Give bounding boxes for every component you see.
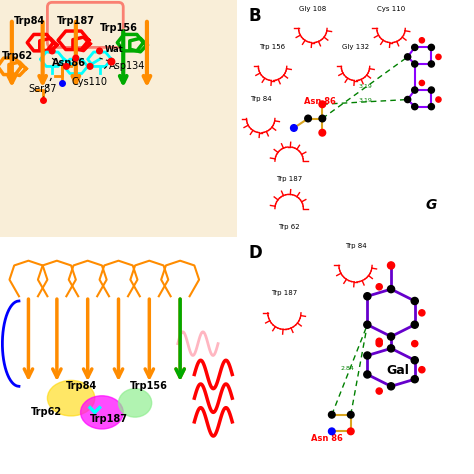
Text: Trp 156: Trp 156 [259, 44, 286, 50]
Text: Trp 187: Trp 187 [276, 176, 302, 182]
Circle shape [347, 428, 354, 435]
Circle shape [411, 298, 418, 305]
Circle shape [428, 87, 434, 93]
Text: Cys 110: Cys 110 [377, 6, 405, 12]
Text: Trp 187: Trp 187 [271, 290, 298, 296]
Circle shape [376, 283, 382, 290]
Circle shape [364, 371, 371, 378]
Text: Trp62: Trp62 [31, 407, 62, 417]
Circle shape [364, 352, 371, 359]
Circle shape [87, 64, 93, 69]
Circle shape [428, 61, 434, 67]
Circle shape [64, 64, 69, 69]
Circle shape [411, 357, 418, 364]
Text: Asn86: Asn86 [52, 58, 86, 68]
Circle shape [387, 345, 394, 352]
Circle shape [319, 115, 326, 122]
Circle shape [404, 54, 410, 60]
Circle shape [404, 97, 410, 103]
Circle shape [328, 411, 335, 418]
Text: 3.19: 3.19 [358, 98, 372, 103]
Text: Trp 84: Trp 84 [345, 243, 366, 249]
Circle shape [387, 285, 394, 292]
Circle shape [364, 292, 371, 300]
Circle shape [411, 340, 418, 347]
Ellipse shape [47, 380, 95, 416]
Text: Gal: Gal [387, 365, 410, 377]
Text: Trp62: Trp62 [2, 51, 34, 61]
Text: Ser87: Ser87 [28, 84, 57, 94]
Circle shape [419, 80, 425, 86]
Circle shape [411, 375, 418, 383]
Circle shape [411, 45, 418, 51]
Text: B: B [249, 7, 262, 25]
Circle shape [428, 104, 434, 110]
Circle shape [419, 38, 425, 43]
Text: Trp187: Trp187 [57, 16, 95, 26]
Circle shape [305, 115, 311, 122]
Circle shape [436, 97, 441, 102]
Ellipse shape [81, 396, 123, 429]
Circle shape [411, 87, 418, 93]
Text: 3.19: 3.19 [358, 84, 372, 89]
Circle shape [428, 45, 434, 51]
Text: Trp187: Trp187 [90, 414, 128, 424]
Circle shape [411, 104, 418, 110]
Text: Gly 132: Gly 132 [342, 44, 369, 50]
FancyBboxPatch shape [0, 0, 237, 237]
Circle shape [387, 262, 394, 269]
Text: G: G [426, 198, 437, 211]
Circle shape [291, 125, 297, 131]
Circle shape [376, 340, 382, 347]
Circle shape [347, 411, 354, 418]
Circle shape [319, 101, 326, 108]
Circle shape [328, 428, 335, 435]
Text: Trp 62: Trp 62 [278, 224, 300, 230]
Circle shape [411, 321, 418, 328]
Circle shape [376, 338, 382, 344]
Circle shape [73, 55, 79, 61]
Text: Asn 86: Asn 86 [304, 97, 336, 106]
Circle shape [97, 48, 102, 54]
Circle shape [436, 55, 441, 60]
Text: Cys110: Cys110 [71, 77, 107, 87]
Text: Trp84: Trp84 [66, 381, 98, 391]
Text: Trp156: Trp156 [100, 23, 137, 33]
Circle shape [387, 383, 394, 390]
Circle shape [364, 321, 371, 328]
Text: Trp 84: Trp 84 [250, 96, 272, 102]
Circle shape [49, 48, 55, 54]
Text: 2.84: 2.84 [340, 366, 354, 371]
Circle shape [419, 310, 425, 316]
Text: Gly 108: Gly 108 [299, 6, 327, 12]
Text: Asp134: Asp134 [109, 61, 146, 71]
Circle shape [419, 367, 425, 373]
Ellipse shape [118, 389, 152, 417]
Text: Trp84: Trp84 [14, 16, 46, 26]
Circle shape [319, 129, 326, 136]
Text: Wat: Wat [104, 45, 123, 54]
Text: Trp156: Trp156 [130, 381, 168, 391]
Text: D: D [249, 244, 263, 262]
Circle shape [387, 333, 394, 340]
Circle shape [376, 388, 382, 394]
Circle shape [108, 58, 115, 65]
Circle shape [411, 61, 418, 67]
Text: Asn 86: Asn 86 [311, 434, 343, 443]
